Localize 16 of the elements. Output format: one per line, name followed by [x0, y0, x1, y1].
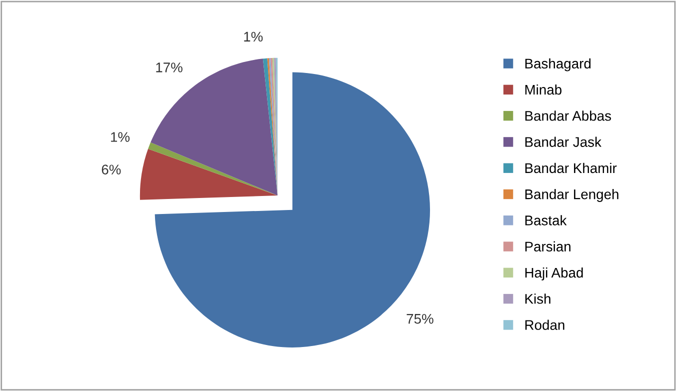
- legend-label: Bandar Abbas: [525, 110, 611, 121]
- data-label: 17%: [156, 62, 182, 72]
- legend-label: Bandar Lengeh: [525, 189, 618, 202]
- data-label: 6%: [102, 164, 121, 174]
- legend-label: Haji Abad: [525, 267, 583, 280]
- data-label: 1%: [111, 132, 130, 142]
- legend-label: Minab: [525, 84, 562, 95]
- legend-label: Bashagard: [525, 58, 591, 72]
- legend-label: Bandar Jask: [525, 136, 602, 147]
- legend-label: Parsian: [525, 241, 570, 252]
- legend-label: Kish: [525, 294, 550, 304]
- legend-label: Bastak: [525, 215, 567, 226]
- data-label: 75%: [406, 314, 434, 324]
- data-label: 1%: [244, 32, 263, 42]
- legend-label: Bandar Khamir: [525, 162, 617, 174]
- legend-label: Rodan: [525, 320, 564, 330]
